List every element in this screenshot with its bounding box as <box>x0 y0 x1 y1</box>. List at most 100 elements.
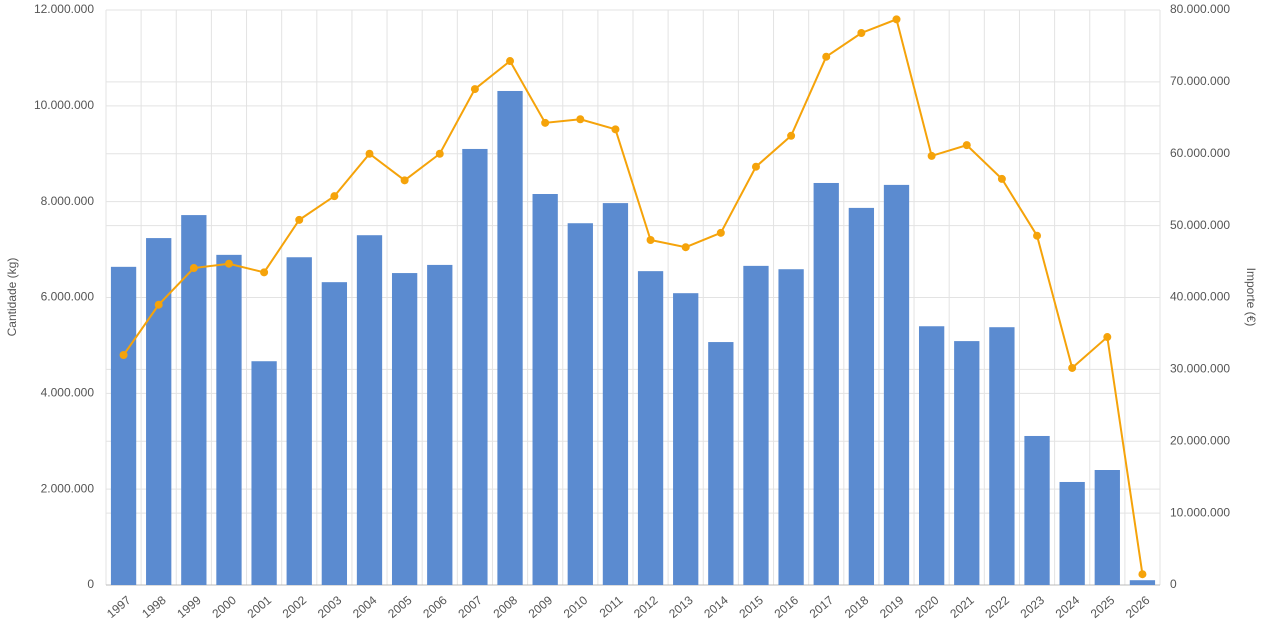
line-point <box>330 192 339 201</box>
x-tick-label: 1997 <box>104 593 134 621</box>
x-tick-label: 2003 <box>315 593 345 621</box>
bar <box>146 238 172 586</box>
y-tick-label: 12.000.000 <box>34 2 94 16</box>
line-point <box>119 351 128 359</box>
line-point <box>716 228 725 237</box>
bar <box>286 257 312 585</box>
line-point <box>435 149 444 158</box>
x-tick-label: 1999 <box>174 593 204 621</box>
y2-tick-label: 60.000.000 <box>1170 146 1230 160</box>
x-tick-label: 2024 <box>1053 593 1083 621</box>
x-tick-label: 2002 <box>280 593 310 621</box>
y-tick-label: 4.000.000 <box>41 386 95 400</box>
bar <box>356 235 383 586</box>
y2-tick-label: 0 <box>1170 577 1177 591</box>
line-point <box>997 174 1006 183</box>
line-point <box>541 118 550 127</box>
line-point <box>927 151 936 160</box>
x-tick-label: 2026 <box>1123 593 1153 621</box>
x-tick-label: 2017 <box>807 593 837 621</box>
y2-tick-label: 80.000.000 <box>1170 2 1230 16</box>
bar <box>1129 580 1156 585</box>
bar <box>427 264 453 585</box>
bar <box>1094 470 1120 585</box>
y2-tick-label: 70.000.000 <box>1170 74 1230 88</box>
y2-tick-label: 50.000.000 <box>1170 218 1230 232</box>
x-tick-label: 2023 <box>1018 593 1048 621</box>
bar <box>391 273 418 585</box>
bar <box>497 90 523 586</box>
bar <box>1024 435 1050 585</box>
line-point <box>1033 231 1042 240</box>
x-tick-label: 2004 <box>350 593 380 621</box>
bar <box>813 182 839 585</box>
bar <box>954 341 980 585</box>
bar <box>637 271 664 585</box>
line-point <box>365 149 374 158</box>
x-tick-label: 2007 <box>455 593 485 621</box>
x-tick-label: 2025 <box>1088 593 1118 621</box>
x-tick-label: 2021 <box>947 593 977 621</box>
bar <box>216 254 242 585</box>
line-point <box>751 162 760 171</box>
bar <box>883 184 910 586</box>
x-tick-label: 2008 <box>491 593 521 621</box>
y2-axis-title: Importe (€) <box>1244 268 1258 327</box>
x-tick-label: 2000 <box>209 593 239 621</box>
line-point <box>506 57 515 66</box>
y-tick-label: 2.000.000 <box>41 481 95 495</box>
line-point <box>892 15 901 24</box>
line-point <box>576 115 585 124</box>
y2-tick-label: 20.000.000 <box>1170 433 1230 447</box>
bar <box>673 293 699 585</box>
bar <box>532 194 558 585</box>
x-tick-label: 2011 <box>597 593 626 621</box>
line-point <box>611 125 620 134</box>
line-point <box>857 29 866 37</box>
bar <box>321 282 348 585</box>
bar <box>567 223 593 585</box>
line-point <box>646 236 655 244</box>
line <box>122 18 1144 575</box>
x-tick-label: 2013 <box>666 593 696 621</box>
x-tick-label: 2006 <box>420 593 450 621</box>
line-point <box>681 243 690 252</box>
bar <box>1059 481 1085 585</box>
bar <box>918 326 945 585</box>
bar <box>602 203 629 585</box>
y-tick-label: 0 <box>87 577 94 591</box>
line-point <box>1138 570 1147 579</box>
y2-tick-label: 30.000.000 <box>1170 362 1230 376</box>
line-point <box>470 85 479 94</box>
line-point <box>189 264 198 273</box>
line-point <box>787 131 796 140</box>
x-tick-label: 2022 <box>982 593 1012 621</box>
line-point <box>295 215 304 224</box>
x-tick-label: 2016 <box>772 593 802 621</box>
bar <box>708 342 734 585</box>
bar <box>989 327 1015 585</box>
x-tick-label: 2010 <box>561 593 591 621</box>
line-point <box>1068 363 1077 372</box>
y-axis-title: Cantidade (kg) <box>5 258 19 337</box>
line-point <box>962 141 971 150</box>
y-tick-label: 8.000.000 <box>41 194 95 208</box>
x-tick-label: 2019 <box>877 593 907 621</box>
y-tick-label: 6.000.000 <box>41 290 95 304</box>
x-tick-label: 1998 <box>139 593 169 621</box>
bar <box>778 269 804 585</box>
y-tick-label: 10.000.000 <box>34 98 94 112</box>
line-point <box>400 176 409 185</box>
line-point <box>224 259 233 268</box>
x-tick-label: 2001 <box>245 593 275 621</box>
x-tick-label: 2014 <box>701 593 731 621</box>
y2-tick-label: 10.000.000 <box>1170 505 1230 519</box>
x-tick-label: 2018 <box>842 593 872 621</box>
x-tick-label: 2012 <box>631 593 661 621</box>
line-point <box>1103 333 1112 342</box>
bar <box>251 361 277 585</box>
line-point <box>260 268 269 277</box>
x-tick-label: 2015 <box>736 593 766 621</box>
